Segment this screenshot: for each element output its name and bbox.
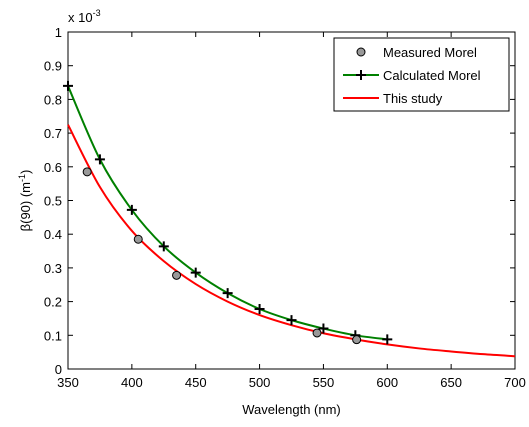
y-tick-label: 0.3 <box>44 261 62 276</box>
x-tick-label: 650 <box>440 375 462 390</box>
legend: Measured Morel Calculated Morel This stu… <box>333 37 510 112</box>
y-tick-label: 0.4 <box>44 227 62 242</box>
data-point-plus <box>318 323 329 334</box>
x-axis-label: Wavelength (nm) <box>242 402 341 417</box>
legend-marker-measured <box>356 47 366 57</box>
data-point-circle <box>172 270 182 280</box>
legend-marker-calculated <box>356 70 366 80</box>
legend-label-calculated: Calculated Morel <box>383 68 481 83</box>
data-point-plus <box>382 334 393 345</box>
x-tick-label: 350 <box>57 375 79 390</box>
x-tick-label: 600 <box>376 375 398 390</box>
data-point-plus <box>126 204 137 215</box>
y-tick-label: 0.9 <box>44 59 62 74</box>
x-tick-label: 400 <box>121 375 143 390</box>
y-tick-label: 0.7 <box>44 126 62 141</box>
y-tick-label: 0 <box>55 362 62 377</box>
x-tick-label: 500 <box>249 375 271 390</box>
axis-ticks: 350 400 450 500 550 600 650 700 0 0.1 0.2 0.3 0.4 0.5… <box>44 25 526 390</box>
data-point-plus <box>286 315 297 326</box>
y-tick-label: 0.8 <box>44 92 62 107</box>
data-point-circle <box>82 167 92 177</box>
x-tick-label: 550 <box>313 375 335 390</box>
data-point-plus <box>190 267 201 278</box>
legend-label-this-study: This study <box>383 91 443 106</box>
legend-label-measured: Measured Morel <box>383 45 477 60</box>
data-point-plus <box>63 80 73 91</box>
data-point-circle <box>133 234 143 244</box>
y-tick-label: 0.1 <box>44 328 62 343</box>
x-tick-label: 450 <box>185 375 207 390</box>
y-axis-label: β(90) (m-1) <box>17 170 33 232</box>
data-point-plus <box>94 154 105 165</box>
y-tick-label: 0.5 <box>44 194 62 209</box>
data-point-plus <box>254 304 265 315</box>
y-tick-label: 1 <box>55 25 62 40</box>
x-tick-label: 700 <box>504 375 526 390</box>
data-point-plus <box>158 241 169 252</box>
y-tick-label: 0.6 <box>44 160 62 175</box>
y-tick-label: 0.2 <box>44 295 62 310</box>
data-point-circle <box>352 335 362 345</box>
y-multiplier: x 10-3 <box>68 8 101 25</box>
data-point-plus <box>222 288 233 299</box>
series-layer <box>63 80 516 358</box>
data-point-circle <box>312 328 322 338</box>
